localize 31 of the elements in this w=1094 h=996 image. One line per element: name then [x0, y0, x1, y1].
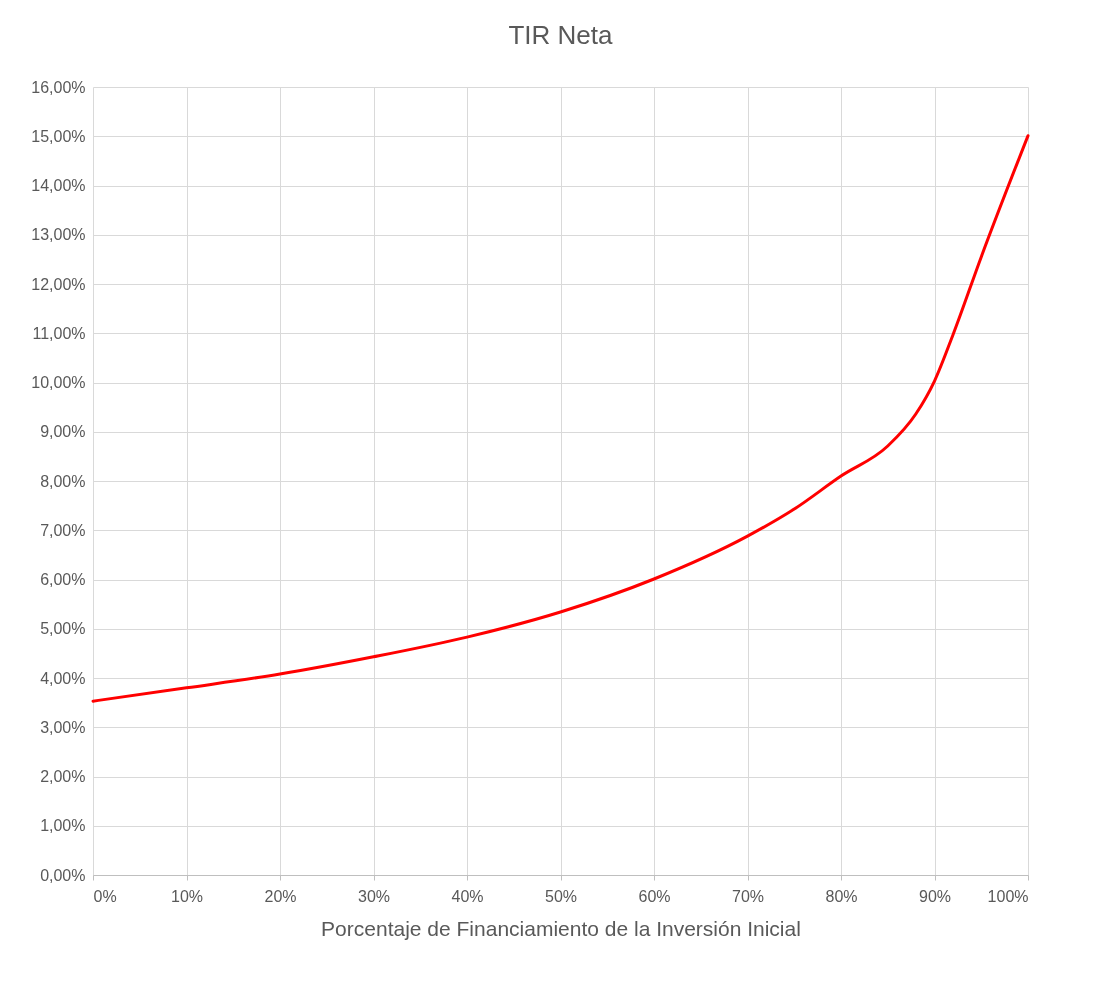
- y-tick-label: 16,00%: [31, 78, 86, 96]
- y-tick-label: 12,00%: [31, 275, 86, 293]
- y-tick-label: 2,00%: [40, 768, 86, 785]
- x-tick-label: 10%: [170, 887, 204, 905]
- x-tick-label: 50%: [544, 887, 578, 905]
- x-tick-label: 60%: [638, 887, 671, 905]
- x-tick-label: 40%: [451, 887, 484, 905]
- x-tick-label: 20%: [264, 887, 297, 905]
- x-axis-title: Porcentaje de Financiamiento de la Inversión Inicial: [321, 916, 801, 940]
- y-tick-label: 7,00%: [40, 521, 86, 539]
- y-tick-label: 6,00%: [40, 571, 86, 588]
- x-tick-label: 90%: [918, 887, 952, 905]
- y-tick-label: 9,00%: [40, 423, 86, 441]
- x-tick-label: 100%: [987, 887, 1029, 905]
- y-tick-label: 10,00%: [31, 374, 86, 391]
- line-series: [91, 134, 1030, 703]
- y-tick-label: 4,00%: [40, 669, 86, 687]
- y-tick-label: 8,00%: [40, 472, 86, 490]
- x-tick-label: 30%: [357, 887, 391, 905]
- x-tick-label: 0%: [93, 887, 117, 905]
- y-tick-label: 15,00%: [31, 127, 86, 145]
- y-tick-label: 3,00%: [40, 718, 86, 736]
- y-tick-label: 11,00%: [32, 324, 86, 342]
- y-tick-label: 14,00%: [31, 177, 86, 194]
- y-tick-label: 1,00%: [40, 817, 86, 835]
- chart-title: TIR Neta: [508, 20, 614, 50]
- y-tick-label: 13,00%: [31, 226, 86, 244]
- x-tick-label: 70%: [731, 887, 765, 905]
- y-tick-label: 5,00%: [40, 620, 86, 638]
- x-tick-label: 80%: [825, 887, 858, 905]
- y-tick-label: 0,00%: [40, 866, 86, 884]
